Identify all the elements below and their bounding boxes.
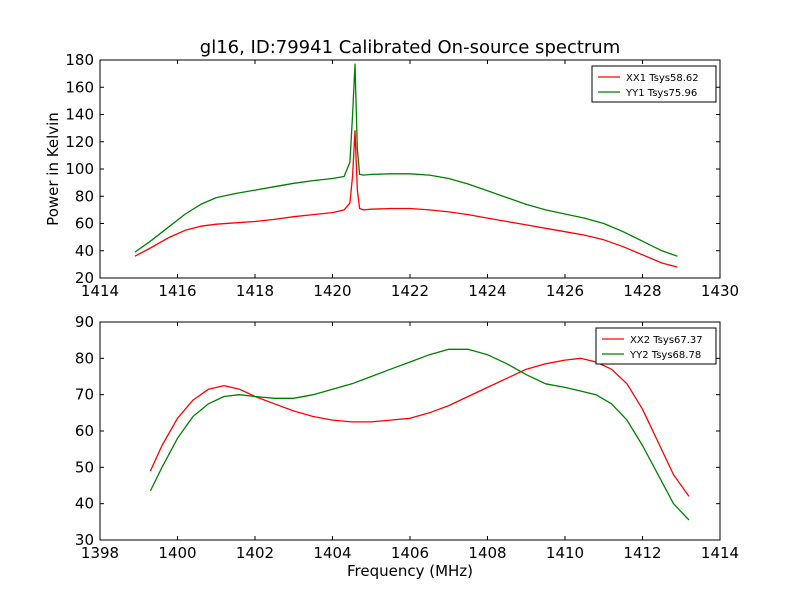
x-tick-label: 1424 [468, 282, 506, 300]
y-tick-label: 40 [75, 242, 94, 260]
y-tick-label: 70 [75, 386, 94, 404]
x-tick-label: 1406 [391, 544, 429, 562]
x-tick-label: 1414 [81, 282, 119, 300]
x-tick-label: 1400 [158, 544, 196, 562]
x-tick-label: 1404 [313, 544, 351, 562]
x-tick-label: 1410 [546, 544, 584, 562]
y-tick-label: 20 [75, 269, 94, 287]
y-tick-label: 90 [75, 313, 94, 331]
x-tick-label: 1430 [701, 282, 739, 300]
legend-label: XX1 Tsys58.62 [626, 73, 699, 84]
legend-box [595, 327, 717, 365]
y-tick-label: 60 [75, 215, 94, 233]
y-tick-label: 100 [65, 160, 94, 178]
x-tick-label: 1418 [236, 282, 274, 300]
legend-label: YY2 Tsys68.78 [629, 350, 701, 361]
series-line-top-1 [134, 130, 678, 268]
y-axis-label: Power in Kelvin [44, 112, 62, 226]
y-tick-label: 80 [75, 187, 94, 205]
x-tick-label: 1422 [391, 282, 429, 300]
y-tick-label: 160 [65, 78, 94, 96]
legend-label: XX2 Tsys67.37 [630, 335, 703, 346]
top-panel: 1414 1416 1418 1420 1422 1424 1426 1428 1430 20 40… [44, 51, 739, 300]
series-line-bottom-1 [149, 357, 690, 497]
legend-box [591, 65, 717, 103]
y-tick-label: 120 [65, 133, 94, 151]
x-tick-label: 1398 [81, 544, 119, 562]
y-tick-label: 60 [75, 422, 94, 440]
x-tick-label: 1408 [468, 544, 506, 562]
legend-top: XX1 Tsys58.62 YY1 Tsys75.96 [591, 65, 717, 103]
x-tick-label: 1412 [623, 544, 661, 562]
x-tick-label: 1414 [701, 544, 739, 562]
y-tick-label: 40 [75, 495, 94, 513]
x-tick-label: 1426 [546, 282, 584, 300]
y-tick-label: 80 [75, 349, 94, 367]
x-tick-label: 1420 [313, 282, 351, 300]
x-tick-label: 1428 [623, 282, 661, 300]
y-tick-label: 140 [65, 106, 94, 124]
x-tick-label: 1402 [236, 544, 274, 562]
bottom-panel: 1398 1400 1402 1404 1406 1408 1410 1412 1414 30 40… [75, 313, 739, 580]
figure-title: gl16, ID:79941 Calibrated On-source spec… [200, 37, 620, 58]
y-tick-label: 180 [65, 51, 94, 69]
x-tick-label: 1416 [158, 282, 196, 300]
legend-label: YY1 Tsys75.96 [625, 88, 697, 99]
y-tick-label: 50 [75, 458, 94, 476]
series-line-top-2 [134, 63, 678, 257]
y-tick-label: 30 [75, 531, 94, 549]
legend-bottom: XX2 Tsys67.37 YY2 Tsys68.78 [595, 327, 717, 365]
series-line-bottom-2 [149, 348, 690, 521]
x-axis-label: Frequency (MHz) [347, 562, 473, 580]
